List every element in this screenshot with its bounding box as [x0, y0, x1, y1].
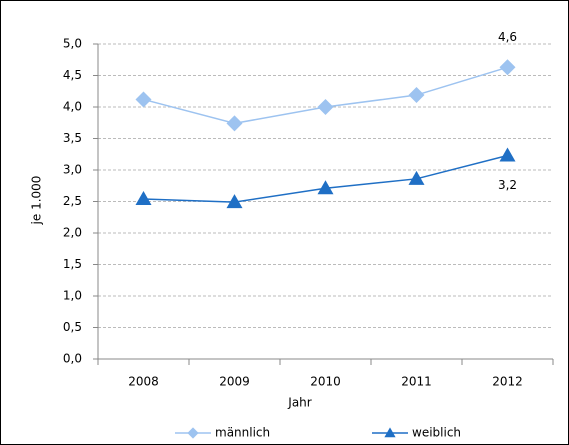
- y-tick-label: 4,0: [63, 100, 82, 114]
- x-tick-label: 2009: [219, 375, 250, 389]
- y-tick-label: 1,0: [63, 289, 82, 303]
- marker: [226, 194, 243, 209]
- marker: [499, 147, 516, 162]
- legend-label: männlich: [215, 426, 270, 440]
- y-tick-label: 2,5: [63, 194, 82, 208]
- y-tick-label: 0,0: [63, 352, 82, 366]
- x-axis-label: Jahr: [287, 396, 311, 410]
- marker: [135, 91, 152, 108]
- marker: [226, 115, 243, 132]
- data-label: 3,2: [498, 178, 517, 192]
- marker: [187, 427, 199, 439]
- y-tick-label: 0,5: [63, 320, 82, 334]
- x-tick-label: 2012: [492, 375, 523, 389]
- y-tick-label: 3,5: [63, 131, 82, 145]
- x-tick-label: 2011: [401, 375, 432, 389]
- y-tick-label: 4,5: [63, 68, 82, 82]
- marker: [384, 427, 396, 438]
- marker: [317, 99, 334, 115]
- y-tick-label: 1,5: [63, 257, 82, 271]
- marker: [408, 170, 425, 185]
- y-axis-label: je 1.000: [30, 176, 44, 226]
- marker: [317, 180, 334, 195]
- x-tick-label: 2010: [310, 375, 341, 389]
- marker: [499, 59, 516, 76]
- y-tick-label: 2,0: [63, 226, 82, 240]
- y-tick-label: 5,0: [63, 37, 82, 51]
- marker: [408, 87, 425, 104]
- legend-label: weiblich: [412, 426, 461, 440]
- x-tick-label: 2008: [128, 375, 159, 389]
- data-label: 4,6: [498, 30, 517, 44]
- marker: [135, 190, 152, 205]
- y-tick-label: 3,0: [63, 163, 82, 177]
